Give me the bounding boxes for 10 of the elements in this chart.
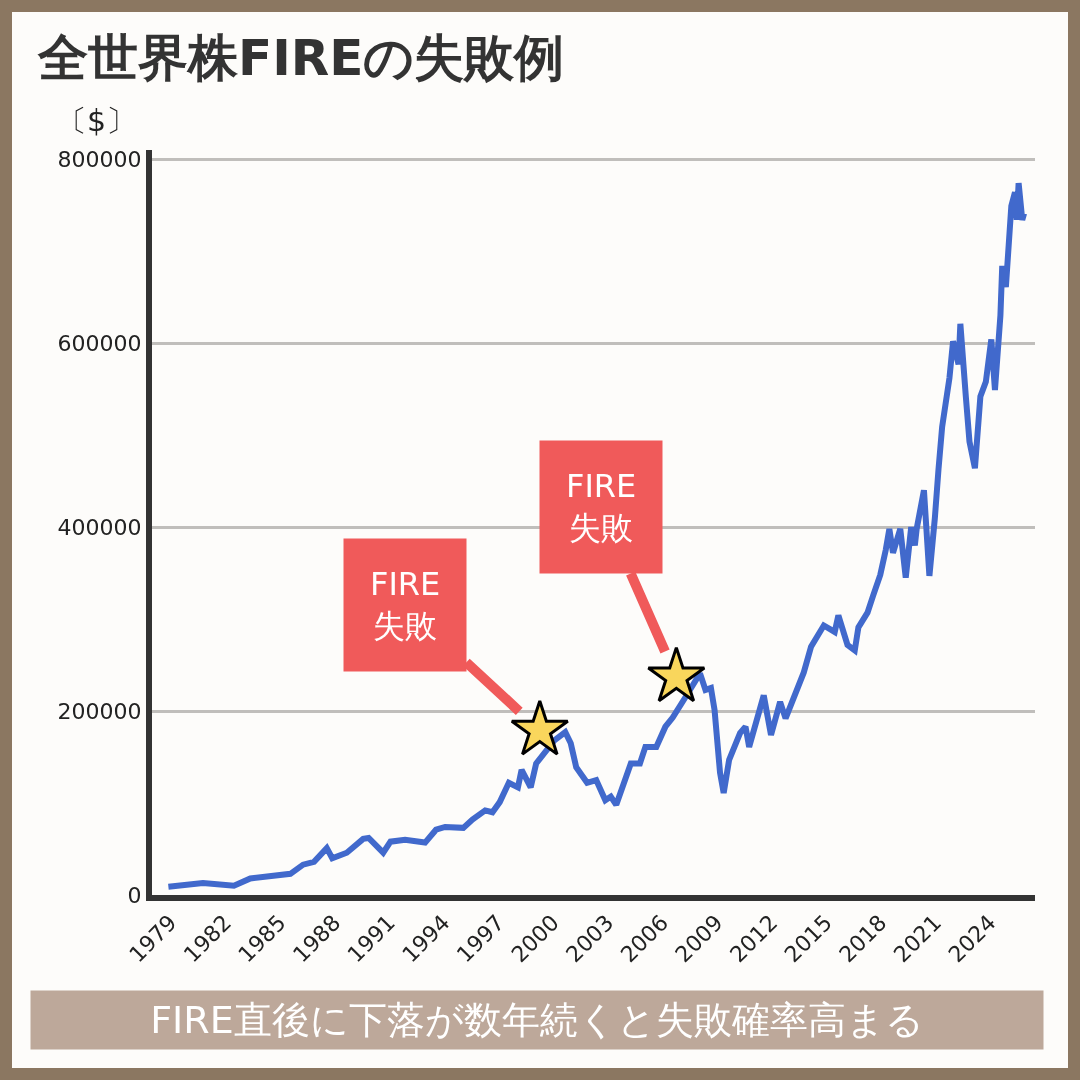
chart-title: 全世界株FIREの失敗例 xyxy=(37,29,565,87)
y-tick-label: 600000 xyxy=(57,330,142,356)
y-tick-label: 400000 xyxy=(57,514,142,540)
y-tick-label: 200000 xyxy=(57,698,142,724)
annotation: FIRE 失敗 xyxy=(370,565,441,645)
y-axis-title: 〔$〕 xyxy=(57,103,137,138)
annotation: FIRE 失敗 xyxy=(566,467,637,547)
y-tick-label: 0 xyxy=(127,882,142,908)
y-tick-label: 800000 xyxy=(57,146,142,172)
text: FIRE直後に下落が数年続くと失敗確率高まる xyxy=(150,998,924,1042)
